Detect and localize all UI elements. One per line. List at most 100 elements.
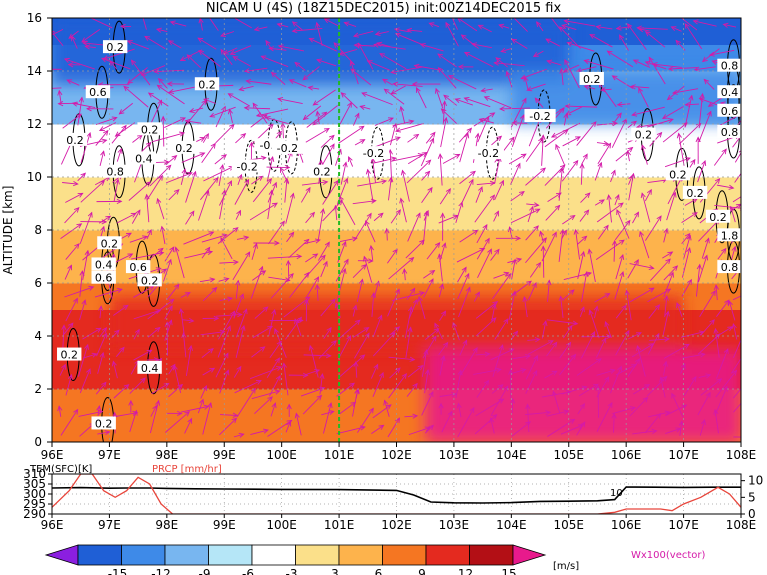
wind-vector-head xyxy=(101,327,108,333)
wind-vector xyxy=(584,85,596,90)
wind-vector-head xyxy=(489,194,496,201)
wind-vector xyxy=(236,236,249,240)
wind-vector-head xyxy=(240,324,246,331)
wind-vector xyxy=(527,404,530,433)
wind-vector xyxy=(266,156,274,182)
x-tick-label: 107E xyxy=(668,448,699,462)
wind-vector-head xyxy=(695,122,702,129)
wind-vector xyxy=(407,29,423,32)
wind-vector xyxy=(525,237,547,264)
wind-vector-head xyxy=(407,305,414,312)
wind-vector-head xyxy=(322,260,328,267)
wind-vector xyxy=(372,372,384,397)
wind-vector xyxy=(682,353,705,359)
wind-vector xyxy=(80,132,91,163)
wind-vector xyxy=(79,212,93,244)
wind-vector-head xyxy=(209,277,216,283)
wind-vector-head xyxy=(616,101,623,107)
wind-vector-head xyxy=(347,156,353,163)
wind-vector-head xyxy=(328,410,335,416)
heat-feature-mid-level-max xyxy=(109,296,684,350)
wind-vector-head xyxy=(595,358,602,364)
wind-vector-head xyxy=(566,341,572,348)
wind-vector-head xyxy=(651,428,658,434)
wind-vector-head xyxy=(458,201,464,208)
wind-vector xyxy=(455,370,462,398)
wind-vector xyxy=(220,49,233,66)
wind-vector-head xyxy=(690,158,696,165)
contour-label: 0.2 xyxy=(141,274,159,287)
wind-vector-head xyxy=(307,85,314,91)
wind-vector xyxy=(512,355,531,360)
wind-vector xyxy=(680,331,704,338)
wind-vector xyxy=(612,407,636,415)
wind-vector-head xyxy=(701,159,707,166)
wind-vector xyxy=(458,128,472,143)
wind-vector-head xyxy=(223,352,229,359)
wind-vector xyxy=(352,327,369,338)
wind-vector xyxy=(644,413,661,433)
wind-vector-head xyxy=(440,354,446,361)
wind-vector xyxy=(728,301,736,321)
wind-vector-head xyxy=(71,35,76,42)
wind-vector-head xyxy=(469,406,475,413)
contour-label: 0.6 xyxy=(721,105,739,118)
wind-vector-head xyxy=(160,225,166,232)
wind-vector xyxy=(129,236,148,243)
wind-vector xyxy=(354,44,376,47)
wind-vector-head xyxy=(704,237,710,244)
colorbar-box xyxy=(77,544,122,566)
wind-vector xyxy=(629,397,648,417)
wind-vector xyxy=(709,49,735,56)
wind-vector xyxy=(200,331,225,336)
wind-vector-head xyxy=(498,23,505,29)
wind-vector-head xyxy=(111,253,117,259)
wind-vector xyxy=(336,382,355,397)
wind-vector xyxy=(683,235,691,259)
wind-vector-head xyxy=(266,177,273,184)
surface-panel: TEM(SFC)[K] PRCP [mm/hr] 10 290295300305… xyxy=(23,464,763,532)
wind-vector-head xyxy=(699,92,705,99)
wind-vector-head xyxy=(520,153,527,159)
wind-vector-head xyxy=(174,283,180,290)
wind-vector-head xyxy=(243,235,250,241)
wind-vector-head xyxy=(415,212,421,219)
wind-vector-head xyxy=(312,253,319,259)
wind-vector xyxy=(79,271,83,297)
wind-vector xyxy=(161,226,166,245)
wind-vector-head xyxy=(695,136,701,143)
wind-vector-head xyxy=(749,102,753,107)
wind-vector xyxy=(113,179,119,202)
wind-vector xyxy=(230,45,252,55)
wind-vector xyxy=(648,304,660,319)
wind-vector-head xyxy=(161,268,167,274)
wind-vector-head xyxy=(67,373,73,380)
wind-vector xyxy=(365,220,376,243)
wind-vector xyxy=(439,154,443,186)
wind-vector-head xyxy=(381,78,388,84)
wind-vector xyxy=(626,290,632,321)
surface-x-tick-label: 97E xyxy=(98,518,121,532)
wind-vector xyxy=(267,190,273,220)
wind-vector xyxy=(283,296,310,318)
wind-vector-head xyxy=(239,293,244,300)
wind-vector-head xyxy=(84,44,91,50)
wind-vector xyxy=(617,103,631,106)
wind-vector-head xyxy=(354,112,360,119)
wind-vector-head xyxy=(619,271,625,278)
wind-vector-head xyxy=(617,365,623,372)
wind-vector xyxy=(560,424,584,435)
wind-vector-head xyxy=(296,316,302,323)
wind-vector-head xyxy=(615,25,622,31)
wind-vector-head xyxy=(236,312,243,318)
wind-vector-head xyxy=(611,75,618,81)
wind-vector xyxy=(732,135,741,148)
wind-vector-head xyxy=(651,62,658,68)
wind-vector-head xyxy=(409,356,416,362)
wind-vector-head xyxy=(532,52,539,57)
wind-vector-head xyxy=(533,225,539,231)
wind-vector-head xyxy=(132,410,139,416)
wind-vector xyxy=(699,290,716,317)
wind-vector-head xyxy=(130,212,137,218)
